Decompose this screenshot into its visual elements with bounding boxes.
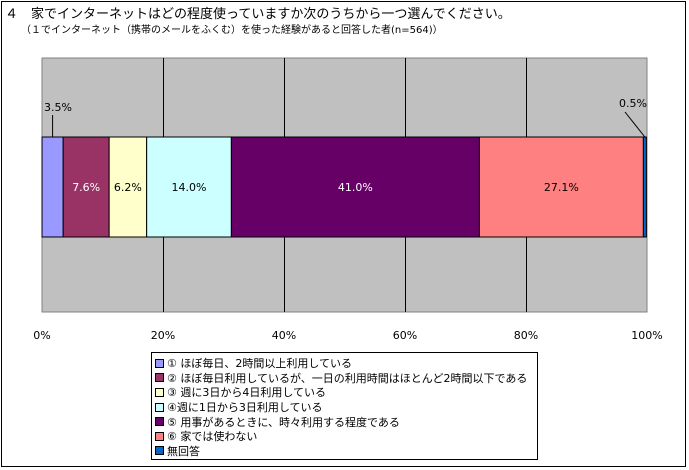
legend-swatch [155, 417, 164, 427]
leader-line [624, 111, 646, 138]
legend-item: 無回答 [155, 444, 537, 459]
x-tick-label: 20% [151, 329, 175, 342]
data-label: 27.1% [544, 181, 579, 194]
legend-swatch [155, 431, 164, 441]
legend-label: ③ 週に3日から4日利用している [167, 386, 327, 400]
bar-segment [41, 136, 64, 238]
bar-segment [642, 136, 647, 238]
x-tick-label: 60% [393, 329, 417, 342]
legend-label: ② ほぼ毎日利用しているが、一日の利用時間はほとんど2時間以下である [167, 371, 528, 385]
legend-item: ⑥ 家では使わない [155, 429, 537, 444]
legend-item: ⑤ 用事があるときに、時々利用する程度である [155, 414, 537, 429]
data-label: 3.5% [44, 101, 72, 114]
x-tick-label: 100% [631, 329, 662, 342]
data-label: 14.0% [172, 181, 207, 194]
legend-swatch [155, 402, 164, 412]
legend-item: ③ 週に3日から4日利用している [155, 385, 537, 400]
bar-segment [230, 136, 480, 238]
x-tick-label: 0% [33, 329, 50, 342]
legend-label: ⑥ 家では使わない [167, 430, 258, 444]
legend-swatch [155, 373, 164, 383]
legend-swatch [155, 358, 164, 368]
bar-segment [62, 136, 110, 238]
legend-item: ② ほぼ毎日利用しているが、一日の利用時間はほとんど2時間以下である [155, 371, 537, 386]
legend-label: ⑤ 用事があるときに、時々利用する程度である [167, 415, 400, 429]
bar-segment [478, 136, 644, 238]
legend-label: ① ほぼ毎日、2時間以上利用している [167, 357, 353, 371]
legend-item: ① ほぼ毎日、2時間以上利用している [155, 356, 537, 371]
legend: ① ほぼ毎日、2時間以上利用している ② ほぼ毎日利用しているが、一日の利用時間は… [151, 352, 538, 460]
legend-item: ④週に1日から3日利用している [155, 400, 537, 415]
data-label: 6.2% [114, 181, 142, 194]
data-label: 41.0% [338, 181, 373, 194]
x-tick-label: 40% [272, 329, 296, 342]
x-tick-label: 80% [514, 329, 538, 342]
legend-swatch [155, 446, 164, 456]
chart-subtitle: （１でインターネット（携帯のメールをふくむ）を使った経験があると回答した者(n=… [21, 25, 443, 36]
legend-swatch [155, 387, 164, 397]
bar-segment [108, 136, 148, 238]
data-label: 7.6% [72, 181, 100, 194]
data-label: 0.5% [619, 97, 647, 110]
legend-label: ④週に1日から3日利用している [167, 401, 323, 415]
chart-title: ４ 家でインターネットはどの程度使っていますか次のうちから一つ選んでください。 [5, 7, 511, 22]
legend-label: 無回答 [167, 444, 200, 458]
bar-segment [146, 136, 232, 238]
